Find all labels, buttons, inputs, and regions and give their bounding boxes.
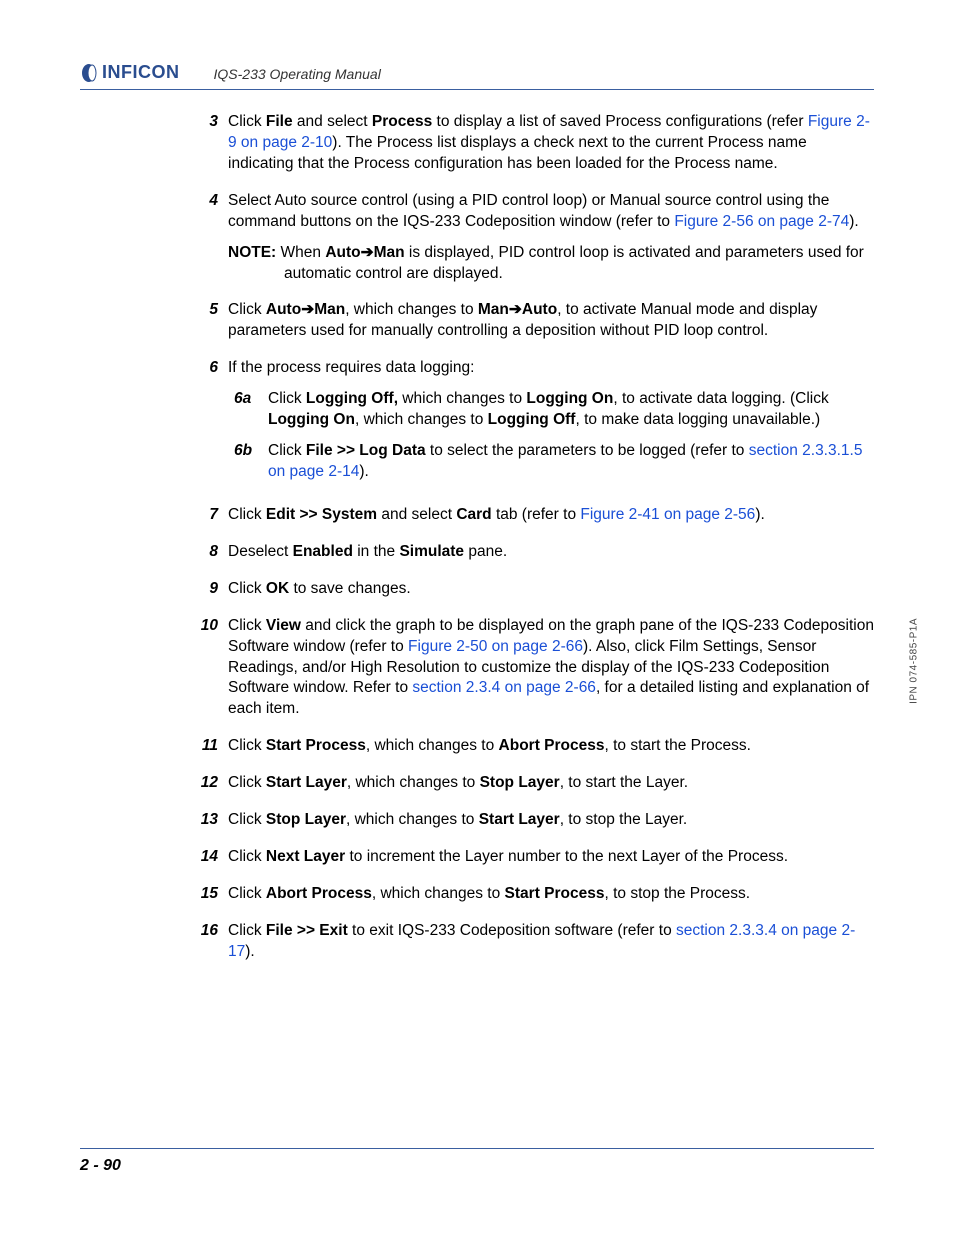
step-text: Click Edit >> System and select Card tab… — [228, 505, 874, 526]
step-text: Click Start Layer, which changes to Stop… — [228, 773, 874, 794]
step-text: Click OK to save changes. — [228, 579, 874, 600]
step-number: 11 — [198, 736, 228, 757]
step-text: Click Next Layer to increment the Layer … — [228, 847, 874, 868]
step-number: 3 — [198, 112, 228, 175]
content-body: 3 Click File and select Process to displ… — [198, 112, 874, 963]
substep-text: Click File >> Log Data to select the par… — [268, 441, 874, 483]
step-4: 4 Select Auto source control (using a PI… — [198, 191, 874, 285]
arrow-icon: ➔ — [361, 244, 374, 261]
substep-6b: 6b Click File >> Log Data to select the … — [234, 441, 874, 483]
step-5: 5 Click Auto➔Man, which changes to Man➔A… — [198, 300, 874, 342]
step-text: Select Auto source control (using a PID … — [228, 191, 874, 285]
step-number: 12 — [198, 773, 228, 794]
step-number: 16 — [198, 921, 228, 963]
brand-logo: INFICON — [80, 62, 180, 83]
doc-title: IQS-233 Operating Manual — [214, 66, 381, 83]
step-number: 7 — [198, 505, 228, 526]
note-block: NOTE: When Auto➔Man is displayed, PID co… — [228, 243, 874, 285]
step-number: 5 — [198, 300, 228, 342]
step-3: 3 Click File and select Process to displ… — [198, 112, 874, 175]
page-header: INFICON IQS-233 Operating Manual — [80, 62, 874, 90]
logo-text: INFICON — [102, 62, 180, 83]
xref-link[interactable]: Figure 2-41 on page 2-56 — [580, 506, 755, 523]
step-number: 13 — [198, 810, 228, 831]
step-text: Click View and click the graph to be dis… — [228, 616, 874, 721]
arrow-icon: ➔ — [509, 301, 522, 318]
logo-icon — [80, 63, 98, 83]
step-number: 15 — [198, 884, 228, 905]
step-number: 8 — [198, 542, 228, 563]
substep-text: Click Logging Off, which changes to Logg… — [268, 389, 874, 431]
step-16: 16 Click File >> Exit to exit IQS-233 Co… — [198, 921, 874, 963]
page-footer: 2 - 90 — [80, 1148, 874, 1175]
step-number: 14 — [198, 847, 228, 868]
step-number: 6 — [198, 358, 228, 489]
step-number: 4 — [198, 191, 228, 285]
step-9: 9 Click OK to save changes. — [198, 579, 874, 600]
xref-link[interactable]: Figure 2-50 on page 2-66 — [408, 638, 583, 655]
substep-number: 6a — [234, 389, 268, 431]
manual-page: INFICON IQS-233 Operating Manual 3 Click… — [0, 0, 954, 1235]
substep-6a: 6a Click Logging Off, which changes to L… — [234, 389, 874, 431]
step-7: 7 Click Edit >> System and select Card t… — [198, 505, 874, 526]
step-15: 15 Click Abort Process, which changes to… — [198, 884, 874, 905]
step-text: Click File >> Exit to exit IQS-233 Codep… — [228, 921, 874, 963]
page-number: 2 - 90 — [80, 1157, 121, 1174]
substep-number: 6b — [234, 441, 268, 483]
arrow-icon: ➔ — [301, 301, 314, 318]
step-number: 9 — [198, 579, 228, 600]
step-14: 14 Click Next Layer to increment the Lay… — [198, 847, 874, 868]
step-text: Click Stop Layer, which changes to Start… — [228, 810, 874, 831]
step-11: 11 Click Start Process, which changes to… — [198, 736, 874, 757]
step-13: 13 Click Stop Layer, which changes to St… — [198, 810, 874, 831]
step-8: 8 Deselect Enabled in the Simulate pane. — [198, 542, 874, 563]
side-ipn-label: IPN 074-585-P1A — [909, 618, 920, 704]
step-number: 10 — [198, 616, 228, 721]
step-12: 12 Click Start Layer, which changes to S… — [198, 773, 874, 794]
step-text: Click File and select Process to display… — [228, 112, 874, 175]
step-text: If the process requires data logging: 6a… — [228, 358, 874, 489]
step-10: 10 Click View and click the graph to be … — [198, 616, 874, 721]
xref-link[interactable]: section 2.3.4 on page 2-66 — [412, 679, 596, 696]
xref-link[interactable]: Figure 2-56 on page 2-74 — [674, 213, 849, 230]
step-6: 6 If the process requires data logging: … — [198, 358, 874, 489]
step-text: Deselect Enabled in the Simulate pane. — [228, 542, 874, 563]
step-text: Click Start Process, which changes to Ab… — [228, 736, 874, 757]
note-label: NOTE: — [228, 244, 276, 261]
step-text: Click Abort Process, which changes to St… — [228, 884, 874, 905]
step-text: Click Auto➔Man, which changes to Man➔Aut… — [228, 300, 874, 342]
